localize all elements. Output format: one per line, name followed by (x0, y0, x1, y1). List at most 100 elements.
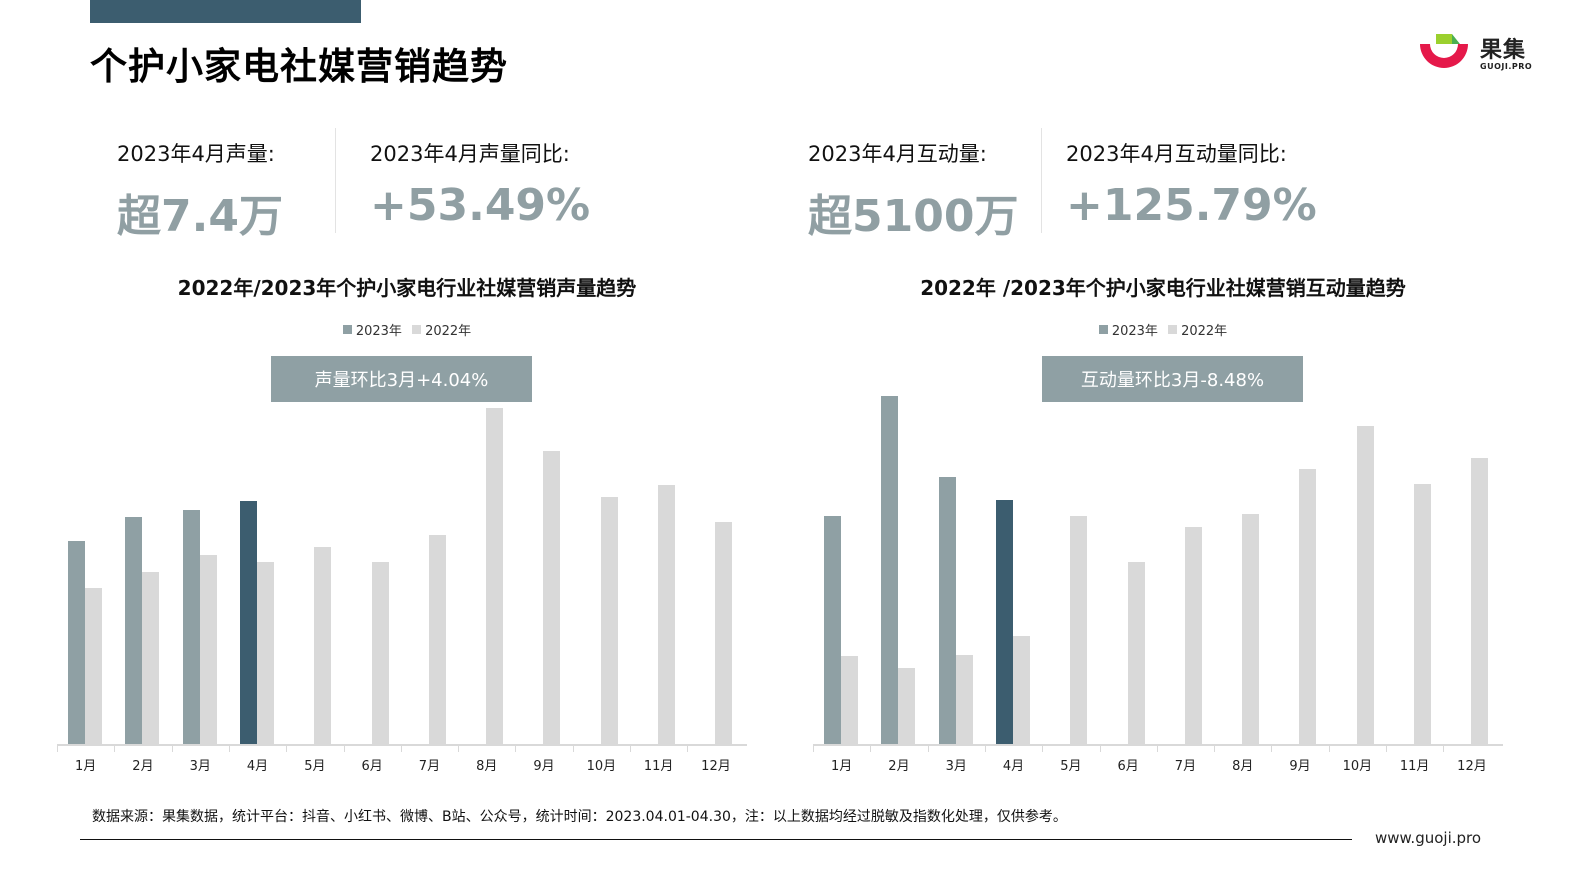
bar-2022[interactable] (1414, 484, 1431, 744)
x-axis-label: 5月 (1060, 759, 1082, 774)
bar-2022[interactable] (898, 668, 916, 744)
bar-2022[interactable] (314, 547, 332, 744)
x-axis (813, 744, 1503, 746)
bar-group: 10月 (572, 390, 630, 774)
bar-2022[interactable] (1012, 636, 1030, 744)
legend-label: 2023年 (355, 324, 402, 339)
bar-2022[interactable] (1184, 527, 1202, 744)
bar-group: 8月 (458, 390, 515, 774)
bar-group: 11月 (1386, 390, 1443, 774)
x-axis-label: 4月 (1002, 759, 1025, 774)
bar-2022[interactable] (1242, 514, 1260, 744)
axis-tick (630, 746, 631, 752)
legend-item-2023[interactable]: 2023年 (1098, 320, 1158, 339)
bar-2022[interactable] (199, 555, 217, 744)
bar-2022[interactable] (371, 562, 389, 744)
axis-tick (1214, 746, 1216, 752)
x-axis-label: 5月 (304, 759, 326, 774)
x-axis-label: 7月 (418, 759, 441, 774)
logo-text-en: GUOJI.PRO (1480, 62, 1533, 71)
bar-2022[interactable] (1127, 562, 1145, 744)
bar-group: 7月 (1156, 390, 1214, 774)
kpi-label: 2023年4月声量同比: (370, 142, 570, 166)
axis-tick (687, 746, 689, 752)
bar-group: 2月 (870, 390, 927, 774)
bar-2023[interactable] (938, 477, 956, 744)
bar-2023[interactable] (182, 510, 200, 744)
bar-2022[interactable] (658, 485, 675, 744)
footer-url-link[interactable]: www.guoji.pro (1375, 829, 1482, 847)
bar-2022[interactable] (428, 535, 446, 744)
x-axis-label: 2月 (888, 759, 910, 774)
bar-2022[interactable] (256, 562, 274, 744)
axis-tick (228, 746, 230, 752)
x-axis-label: 1月 (75, 759, 97, 774)
axis-tick (984, 746, 986, 752)
bar-2023[interactable] (68, 541, 85, 744)
legend-swatch-icon (342, 325, 352, 334)
bar-2023[interactable] (881, 396, 899, 744)
data-source-note: 数据来源：果集数据，统计平台：抖音、小红书、微博、B站、公众号，统计时间：202… (92, 809, 1067, 825)
x-axis-label: 11月 (643, 759, 674, 774)
bar-2022[interactable] (85, 588, 102, 744)
kpi-voice-yoy: 2023年4月声量同比: +53.49% (370, 138, 590, 231)
bar-2022[interactable] (600, 497, 618, 744)
x-axis-label: 6月 (1117, 759, 1139, 774)
x-axis-label: 6月 (361, 759, 383, 774)
bar-group: 8月 (1214, 390, 1271, 774)
bar-2022[interactable] (486, 408, 504, 744)
x-axis-label: 2月 (132, 759, 154, 774)
bar-group: 9月 (515, 390, 572, 774)
bar-group: 5月 (286, 390, 343, 774)
bar-2022[interactable] (1070, 516, 1088, 744)
axis-tick (1099, 746, 1101, 752)
bar-2023[interactable] (824, 516, 841, 744)
x-axis-label: 9月 (1289, 759, 1311, 774)
legend-swatch-icon (1168, 325, 1178, 334)
kpi-divider (335, 128, 336, 233)
kpi-interaction-yoy: 2023年4月互动量同比: +125.79% (1066, 138, 1317, 231)
legend-item-2022[interactable]: 2022年 (412, 320, 471, 339)
legend-swatch-icon (1098, 325, 1108, 334)
bar-group: 4月 (228, 390, 286, 774)
footer-divider (80, 839, 1352, 840)
axis-tick (572, 746, 574, 752)
bar-group: 3月 (927, 390, 985, 774)
bar-group: 3月 (171, 390, 229, 774)
kpi-label: 2023年4月互动量: (808, 142, 987, 166)
axis-tick (57, 746, 58, 752)
axis-tick (286, 746, 288, 752)
bar-2023[interactable] (995, 500, 1013, 744)
kpi-label: 2023年4月互动量同比: (1066, 142, 1287, 166)
kpi-voice-volume: 2023年4月声量: 超7.4万 (117, 138, 283, 244)
bar-2022[interactable] (1299, 469, 1317, 744)
axis-tick (1156, 746, 1158, 752)
bar-2023[interactable] (239, 501, 257, 744)
bar-2022[interactable] (1471, 458, 1489, 744)
bar-2023[interactable] (125, 517, 143, 744)
axis-tick (1042, 746, 1044, 752)
legend-label: 2022年 (1181, 324, 1228, 339)
axis-tick (1443, 746, 1445, 752)
bar-2022[interactable] (543, 451, 561, 744)
plot-area: 1月 2月 3月 4月 5月 6月 7月 8月 9月 10月 11月 12月 (57, 390, 747, 774)
bar-group: 1月 (813, 390, 870, 774)
bar-group: 6月 (1099, 390, 1157, 774)
mom-callout: 互动量环比3月-8.48% (1042, 356, 1303, 402)
bar-group: 12月 (687, 390, 744, 774)
bar-2022[interactable] (142, 572, 160, 744)
legend-item-2022[interactable]: 2022年 (1168, 320, 1227, 339)
x-axis-label: 8月 (1232, 759, 1254, 774)
bar-2022[interactable] (715, 522, 733, 744)
bar-2022[interactable] (841, 656, 858, 744)
x-axis-label: 3月 (189, 759, 211, 774)
kpi-value: +53.49% (370, 180, 591, 231)
guoji-logo[interactable]: 果集 GUOJI.PRO (1418, 32, 1533, 76)
legend-item-2023[interactable]: 2023年 (342, 320, 402, 339)
header-accent-bar (90, 0, 361, 23)
bar-2022[interactable] (1356, 426, 1374, 744)
kpi-interaction-volume: 2023年4月互动量: 超5100万 (808, 138, 1018, 244)
bar-2022[interactable] (955, 655, 973, 744)
x-axis-label: 10月 (1342, 759, 1373, 774)
bar-group: 12月 (1443, 390, 1500, 774)
